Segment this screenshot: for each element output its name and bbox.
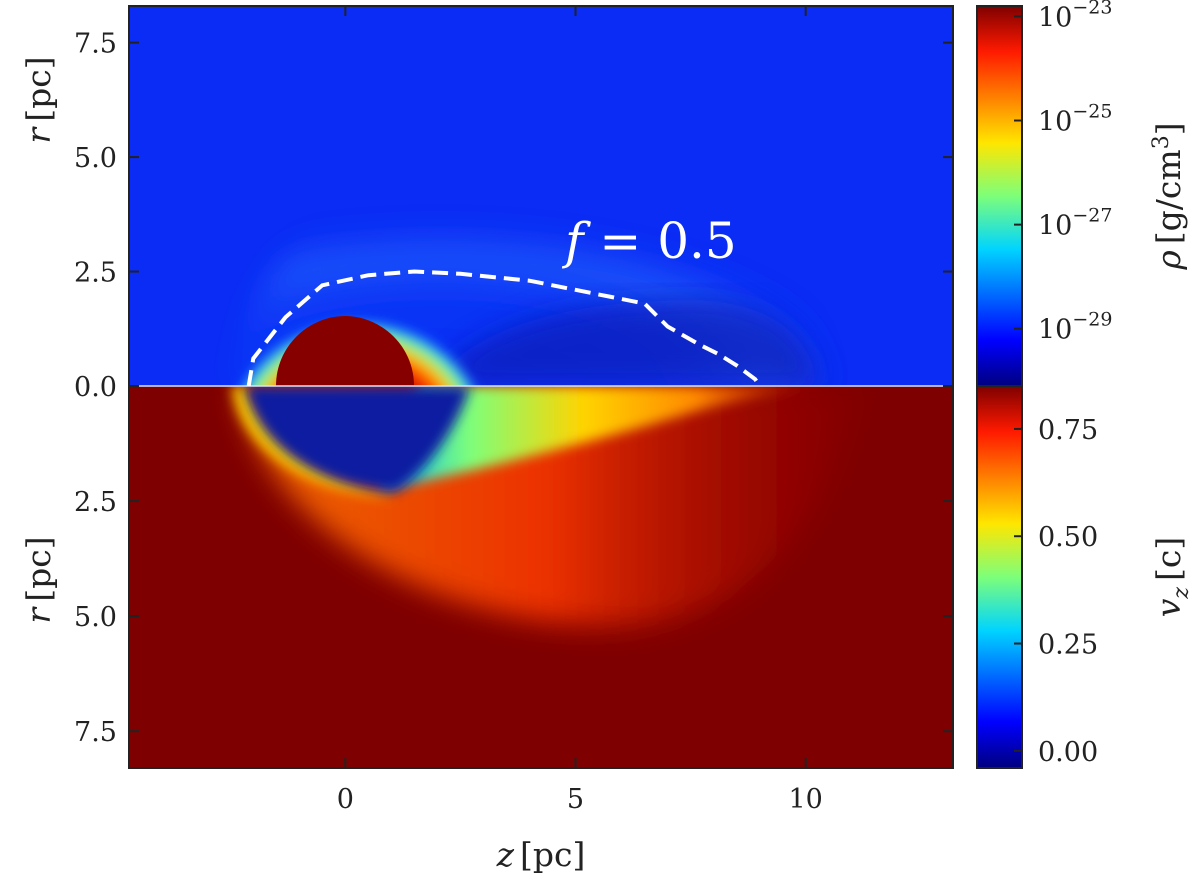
x-tick-label: 10 [789,784,823,815]
colorbar-velocity-tick-label: 0.50 [1038,522,1098,553]
y-tick-label-bottom: 5.0 [74,602,117,633]
velocity-tail [380,386,830,490]
contour-f-0.5 [246,269,762,388]
colorbar-density-label: ρ[g/cm3] [1149,122,1188,270]
x-tick-label: 0 [337,784,354,815]
contour-label: f = 0.5 [561,212,737,270]
y-tick-label-top: 0.0 [74,372,117,403]
colorbar-velocity [976,385,1023,769]
y-tick-label-top: 5.0 [74,143,117,174]
density-panel [129,6,953,386]
contour-label-rest: = 0.5 [584,212,737,270]
colorbar-velocity-label: vz[c] [1149,537,1194,617]
colorbar-density-tick-label: 10−27 [1038,205,1112,242]
y-ticks: 0.0 2.5 5.0 7.5 2.5 5.0 7.5 [74,29,953,748]
colorbar-density-tick-label: 10−23 [1038,0,1112,33]
y-axis-label-bottom: r[pc] [19,536,58,623]
density-dark-cavity [430,300,820,386]
colorbar-velocity-tick-label: 0.25 [1038,630,1098,661]
x-tick-label: 5 [567,784,584,815]
x-axis-label: z [pc] [496,835,586,874]
colorbar-velocity-tick-label: 0.00 [1038,737,1098,768]
colorbar-density-tick-label: 10−29 [1038,309,1112,346]
density-core [276,316,414,386]
colorbar-density-tick-label: 10−25 [1038,101,1112,138]
velocity-cavity [246,386,470,492]
y-tick-label-bottom: 7.5 [74,717,117,748]
y-tick-label-top: 7.5 [74,29,117,60]
y-axis-label-top: r[pc] [19,56,58,143]
y-tick-label-top: 2.5 [74,258,117,289]
velocity-panel [129,386,953,768]
colorbar-ticks: 10−23 10−25 10−27 10−29 0.75 0.50 0.25 0.00 [1014,0,1112,768]
x-ticks: 0 5 10 [337,6,823,815]
colorbar-velocity-tick-label: 0.75 [1038,415,1098,446]
velocity-bow-shock [232,386,395,498]
y-tick-label-bottom: 2.5 [74,487,117,518]
